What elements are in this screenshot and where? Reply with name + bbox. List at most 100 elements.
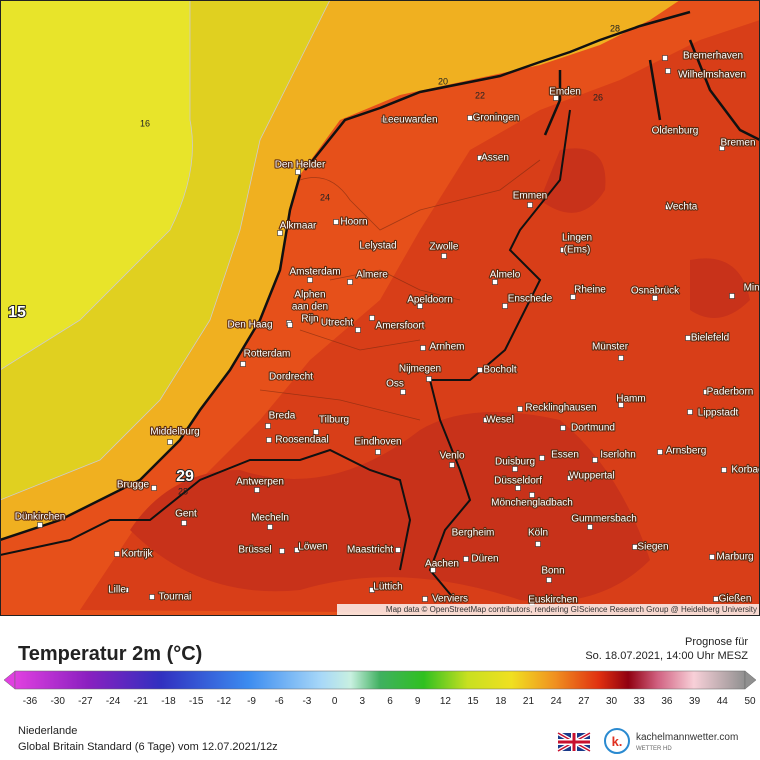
city-label: Köln <box>528 528 548 539</box>
city-label: Middelburg <box>150 427 199 438</box>
colorbar-tick-label: 0 <box>332 696 338 707</box>
city-dot <box>529 492 535 498</box>
colorbar-tick-label: 18 <box>495 696 507 707</box>
city-label: Dünkirchen <box>15 512 66 523</box>
city-label: Apeldoorn <box>407 295 453 306</box>
colorbar-tick-label: -30 <box>50 696 65 707</box>
colorbar-tick-label: 21 <box>523 696 535 707</box>
colorbar-tick-label: -21 <box>134 696 149 707</box>
city-label: Emden <box>549 87 581 98</box>
city-dot <box>665 204 671 210</box>
city-label: Nijmegen <box>399 364 441 375</box>
colorbar-tick-label: -15 <box>189 696 204 707</box>
forecast-time: So. 18.07.2021, 14:00 Uhr MESZ <box>585 650 748 662</box>
city-label: Aachen <box>425 559 459 570</box>
city-label: Almelo <box>490 270 521 281</box>
model: Global Britain Standard (6 Tage) vom 12.… <box>18 741 278 753</box>
city-label: Bocholt <box>483 365 517 376</box>
city-label: (Ems) <box>564 245 591 256</box>
city-dot <box>729 293 735 299</box>
city-dot <box>355 327 361 333</box>
city-dot <box>369 315 375 321</box>
city-dot <box>483 417 489 423</box>
city-label: Gent <box>175 509 197 520</box>
city-dot <box>279 548 285 554</box>
colorbar-arrow <box>3 670 16 690</box>
city-label: Brüssel <box>238 545 271 556</box>
city-label: Arnsberg <box>666 446 707 457</box>
coastline <box>0 174 302 542</box>
city-label: Venlo <box>439 451 464 462</box>
city-label: Marburg <box>716 552 753 563</box>
city-label: Mecheln <box>251 513 289 524</box>
colorbar-tick-label: -3 <box>302 696 311 707</box>
colorbar-tick-label: -12 <box>217 696 232 707</box>
colorbar-tick-label: -18 <box>161 696 176 707</box>
city-dot <box>632 544 638 550</box>
city-label: Groningen <box>473 113 520 124</box>
city-label: Maastricht <box>347 545 393 556</box>
city-label: Minden <box>744 283 760 294</box>
hot-area <box>540 148 750 318</box>
city-label: Gummersbach <box>571 514 637 525</box>
city-dot <box>527 202 533 208</box>
city-dot <box>570 294 576 300</box>
city-dot <box>277 230 283 236</box>
city-label: Amersfoort <box>376 321 425 332</box>
city-dot <box>587 524 593 530</box>
city-label: Mönchengladbach <box>491 498 573 509</box>
city-dot <box>567 475 573 481</box>
colorbar-tick-label: 36 <box>661 696 673 707</box>
region: Niederlande <box>18 725 77 737</box>
city-label: Dordrecht <box>269 372 313 383</box>
contour-label: 16 <box>140 118 150 128</box>
city-label: Bergheim <box>452 528 495 539</box>
city-label: Assen <box>481 153 509 164</box>
colorbar-tick-label: -9 <box>247 696 256 707</box>
city-dot <box>713 596 719 602</box>
city-dot <box>685 335 691 341</box>
city-label: Wuppertal <box>569 471 614 482</box>
city-dot <box>283 374 289 380</box>
city-label: Rijn <box>301 314 318 325</box>
city-dot <box>395 547 401 553</box>
city-label: Lingen <box>562 233 592 244</box>
colorbar-tick-label: 50 <box>744 696 756 707</box>
city-label: Enschede <box>508 294 553 305</box>
city-dot <box>369 243 375 249</box>
city-dot <box>657 128 663 134</box>
city-label: Hoorn <box>340 217 367 228</box>
colorbar-tick-label: 44 <box>717 696 729 707</box>
city-dot <box>687 409 693 415</box>
city-dot <box>294 547 300 553</box>
city-label: Bremerhaven <box>683 51 743 62</box>
province-line <box>259 159 541 421</box>
city-label: Recklinghausen <box>525 403 596 414</box>
colorbar-tick-label: 39 <box>689 696 701 707</box>
city-label: Den Haag <box>227 320 272 331</box>
city-label: Osnabrück <box>631 286 680 297</box>
map: Bremerhaven Wilhelmshaven Emden Leeuwarden G… <box>0 0 760 615</box>
city-label: Düren <box>471 554 498 565</box>
city-label: Brugge <box>117 480 150 491</box>
city-label: Düsseldorf <box>494 476 542 487</box>
city-dot <box>477 155 483 161</box>
city-label: Dortmund <box>571 423 615 434</box>
colorbar-tick-label: 30 <box>606 696 618 707</box>
city-dot <box>417 303 423 309</box>
city-label: Lille <box>108 585 126 596</box>
colorbar-tick-label: -27 <box>78 696 93 707</box>
city-dot <box>295 169 301 175</box>
city-dot <box>477 367 483 373</box>
city-label: Lippstadt <box>698 408 739 419</box>
city-label: Rotterdam <box>244 349 291 360</box>
city-dot <box>657 449 663 455</box>
city-label: Tournai <box>159 592 192 603</box>
city-label: Oldenburg <box>652 126 699 137</box>
hot-area <box>130 412 650 602</box>
city-dot <box>665 68 671 74</box>
city-dot <box>560 247 566 253</box>
city-label: Wilhelmshaven <box>678 70 746 81</box>
attribution-bg <box>337 604 760 615</box>
